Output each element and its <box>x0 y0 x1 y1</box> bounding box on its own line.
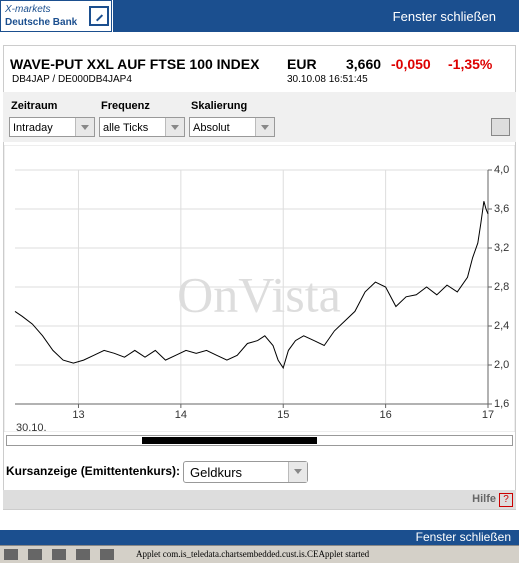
y-tick-label: 2,8 <box>494 281 509 293</box>
print-icon[interactable] <box>491 118 510 136</box>
select-value: alle Ticks <box>103 122 149 134</box>
chart: OnVista 1,6 2,0 2,4 2,8 3,2 3,6 4,0 13 14 15 16 17 30… <box>4 145 515 432</box>
help-bar: Hilfe ? <box>3 490 516 509</box>
help-icon[interactable]: ? <box>499 493 513 507</box>
control-label: Skalierung <box>191 100 248 112</box>
y-tick-label: 3,6 <box>494 203 509 215</box>
scroll-thumb[interactable] <box>142 437 317 444</box>
date-label: 30.10. <box>16 422 47 432</box>
y-tick-label: 2,4 <box>494 320 509 332</box>
plot-background <box>4 145 515 432</box>
x-tick-label: 16 <box>379 409 391 421</box>
status-bar: Applet com.is_teledata.chartsembedded.cu… <box>0 545 519 563</box>
top-bar: Fenster schließen <box>113 0 519 32</box>
logo: X-markets Deutsche Bank <box>0 0 112 32</box>
quote-label: Kursanzeige (Emittentenkurs): <box>6 464 181 478</box>
bottom-bar: Fenster schließen <box>0 530 519 545</box>
close-link[interactable]: Fenster schließen <box>415 530 511 544</box>
control-label: Frequenz <box>101 100 150 112</box>
price: 3,660 <box>346 56 382 72</box>
status-icons <box>4 549 124 560</box>
control-label: Zeitraum <box>11 100 58 112</box>
status-text: Applet com.is_teledata.chartsembedded.cu… <box>136 549 370 559</box>
select-value: Absolut <box>193 122 230 134</box>
watermark: OnVista <box>177 266 341 322</box>
change-pct: -1,35% <box>448 56 493 72</box>
logo-text: X-markets <box>5 4 51 15</box>
currency: EUR <box>287 56 317 72</box>
y-tick-label: 4,0 <box>494 164 509 176</box>
scrollbar[interactable] <box>6 435 513 446</box>
help-link[interactable]: Hilfe <box>472 493 496 505</box>
change: -0,050 <box>391 56 431 72</box>
y-tick-label: 3,2 <box>494 242 509 254</box>
close-link[interactable]: Fenster schließen <box>392 9 496 24</box>
select[interactable]: alle Ticks <box>99 117 185 137</box>
y-tick-label: 2,0 <box>494 359 509 371</box>
instrument-name: WAVE-PUT XXL AUF FTSE 100 INDEX <box>10 56 260 72</box>
logo-text: Deutsche Bank <box>5 17 78 28</box>
timestamp: 30.10.08 16:51:45 <box>287 74 368 85</box>
select-value: Intraday <box>13 122 53 134</box>
x-tick-label: 15 <box>277 409 289 421</box>
x-tick-label: 17 <box>482 409 494 421</box>
select[interactable]: Absolut <box>189 117 275 137</box>
select[interactable]: Intraday <box>9 117 95 137</box>
price-line <box>14 201 489 370</box>
quote-select[interactable]: Geldkurs <box>183 461 308 483</box>
x-tick-label: 13 <box>72 409 84 421</box>
logo-icon <box>89 6 109 26</box>
x-tick-label: 14 <box>175 409 187 421</box>
y-tick-label: 1,6 <box>494 398 509 410</box>
select-value: Geldkurs <box>190 465 243 480</box>
codes: DB4JAP / DE000DB4JAP4 <box>12 74 132 85</box>
